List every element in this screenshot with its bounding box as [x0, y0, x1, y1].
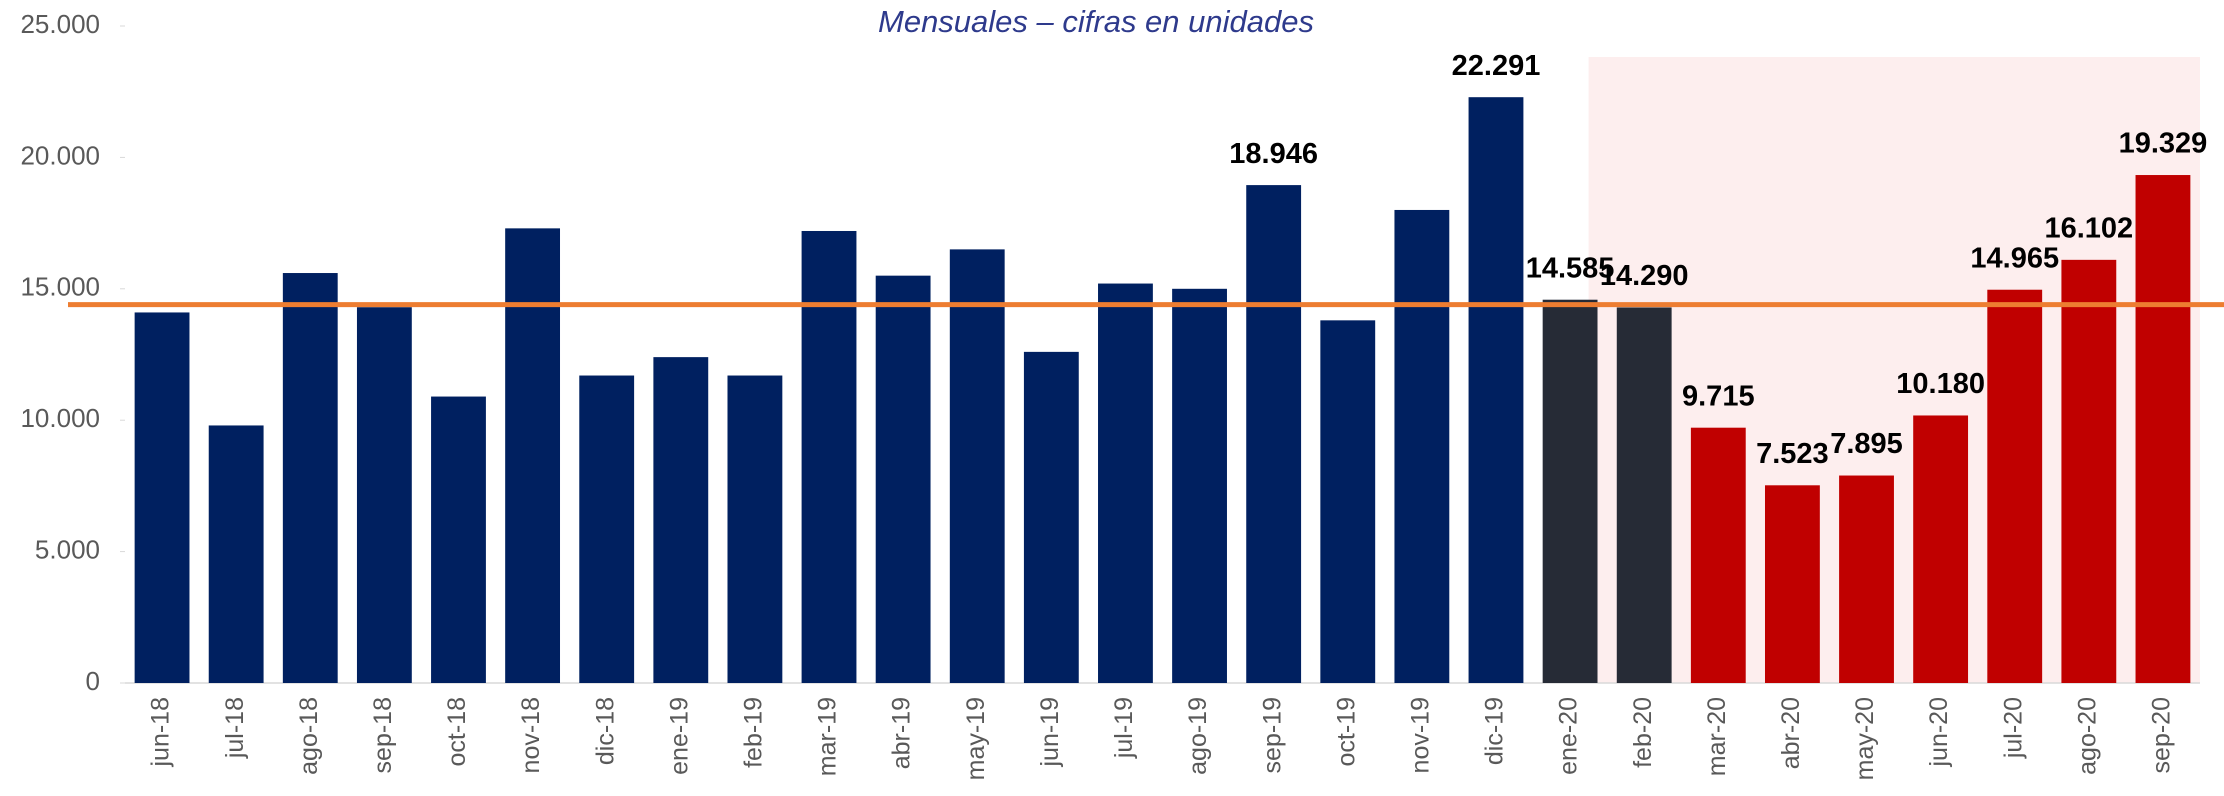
value-label: 18.946 [1229, 138, 1318, 170]
bar [1616, 307, 1672, 683]
y-tick-label: 5.000 [35, 534, 100, 564]
bar [1320, 320, 1376, 683]
x-tick-label: oct-19 [1332, 697, 1360, 766]
x-tick-label: oct-18 [443, 697, 471, 766]
x-tick-label: feb-20 [1629, 697, 1657, 768]
x-tick-label: ago-18 [295, 697, 323, 775]
bar [1098, 283, 1153, 683]
y-tick-label: 15.000 [20, 272, 100, 302]
x-tick-label: mar-19 [814, 697, 842, 776]
x-tick-label: jun-18 [147, 697, 175, 768]
y-tick-label: 0 [86, 666, 100, 696]
bar [727, 375, 783, 683]
value-label: 14.965 [1970, 242, 2059, 274]
bar [1394, 209, 1450, 683]
bar [949, 249, 1005, 683]
x-tick-label: sep-18 [369, 697, 397, 773]
x-tick-label: jul-18 [221, 697, 249, 759]
y-tick-label: 25.000 [20, 9, 100, 39]
bar [1023, 351, 1079, 683]
y-tick-label: 10.000 [20, 403, 100, 433]
value-label: 22.291 [1452, 50, 1541, 82]
bar [1913, 415, 1969, 683]
value-label: 7.895 [1830, 428, 1903, 460]
bar [1468, 97, 1524, 684]
value-label: 14.290 [1600, 260, 1689, 292]
x-tick-label: jul-19 [1110, 697, 1138, 759]
bar [1839, 475, 1894, 683]
bar [1246, 185, 1302, 683]
bar [431, 396, 486, 683]
value-label: 19.329 [2119, 128, 2208, 160]
x-tick-label: jun-20 [1925, 697, 1953, 768]
x-tick-label: abr-20 [1777, 697, 1805, 769]
bar [356, 307, 412, 683]
x-tick-label: mar-20 [1703, 697, 1731, 776]
bar [2061, 259, 2117, 683]
bar [282, 273, 338, 683]
bar [1172, 288, 1227, 683]
x-tick-label: ago-19 [1184, 697, 1212, 775]
x-tick-label: may-20 [1851, 697, 1879, 780]
bar [2135, 175, 2191, 683]
bar [653, 357, 709, 683]
chart-title: Mensuales – cifras en unidades [878, 4, 1314, 39]
bar [505, 228, 561, 683]
x-tick-label: nov-19 [1406, 697, 1434, 773]
value-label: 14.585 [1526, 252, 1615, 284]
x-tick-label: nov-18 [517, 697, 545, 773]
value-label: 9.715 [1682, 380, 1755, 412]
bar [875, 275, 931, 683]
x-tick-label: abr-19 [888, 697, 916, 769]
x-tick-label: ago-20 [2073, 697, 2101, 775]
x-tick-label: ene-19 [665, 697, 693, 775]
value-label: 16.102 [2044, 212, 2133, 244]
x-tick-label: sep-19 [1258, 697, 1286, 773]
x-tick-label: jun-19 [1036, 697, 1064, 768]
x-tick-label: sep-20 [2148, 697, 2176, 773]
bar [1764, 485, 1820, 683]
bar [134, 312, 190, 683]
y-tick-label: 20.000 [20, 140, 100, 170]
bar [1987, 289, 2043, 683]
value-label: 10.180 [1896, 368, 1985, 400]
x-tick-label: may-19 [962, 697, 990, 780]
x-tick-label: jul-20 [1999, 697, 2027, 759]
bar [208, 425, 264, 683]
x-tick-label: dic-18 [591, 697, 619, 765]
x-tick-label: feb-19 [740, 697, 768, 768]
bar [801, 230, 857, 683]
x-tick-label: ene-20 [1555, 697, 1583, 775]
value-label: 7.523 [1756, 438, 1829, 470]
bar [579, 375, 635, 683]
bar [1690, 427, 1746, 683]
bar [1542, 299, 1598, 683]
x-tick-label: dic-19 [1481, 697, 1509, 765]
